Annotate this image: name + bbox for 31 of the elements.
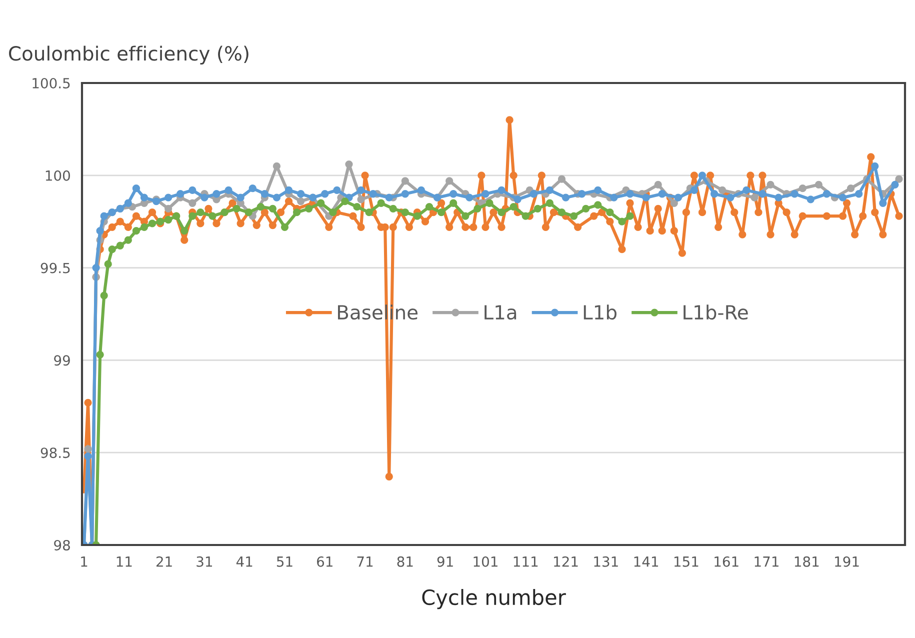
legend-label: L1b xyxy=(584,304,616,320)
y-tick-label: 99 xyxy=(54,355,70,366)
x-tick-label: 91 xyxy=(437,556,453,567)
x-tick-label: 101 xyxy=(474,556,498,567)
y-tick-label: 98.5 xyxy=(40,448,70,458)
y-tick-label: 100.5 xyxy=(32,78,70,88)
x-tick-label: 11 xyxy=(116,556,132,567)
legend-label: L1b-Re xyxy=(684,304,748,320)
x-tick-label: 131 xyxy=(594,556,618,567)
x-tick-label: 41 xyxy=(236,556,252,567)
y-tick-label: 98 xyxy=(54,540,70,550)
x-tick-label: 171 xyxy=(754,556,778,567)
y-tick-label: 100 xyxy=(46,170,70,181)
x-tick-label: 71 xyxy=(357,556,373,567)
legend-label: L1a xyxy=(484,305,516,320)
x-tick-label: 141 xyxy=(634,556,658,567)
x-tick-label: 121 xyxy=(554,556,578,567)
x-tick-label: 111 xyxy=(514,556,538,567)
x-tick-label: 61 xyxy=(317,556,332,567)
x-axis-title: Cycle number xyxy=(422,588,566,610)
y-axis-title: Coulombic efficiency (%) xyxy=(9,46,248,65)
x-tick-label: 191 xyxy=(835,556,859,567)
y-tick-label: 99.5 xyxy=(40,262,70,274)
x-tick-label: 1 xyxy=(81,556,88,567)
x-tick-label: 51 xyxy=(276,556,292,567)
x-tick-label: 181 xyxy=(794,556,819,567)
x-tick-label: 151 xyxy=(674,556,698,567)
x-tick-label: 81 xyxy=(397,556,413,567)
x-tick-label: 31 xyxy=(196,556,212,567)
x-tick-label: 21 xyxy=(156,556,172,567)
x-tick-label: 161 xyxy=(714,556,738,567)
